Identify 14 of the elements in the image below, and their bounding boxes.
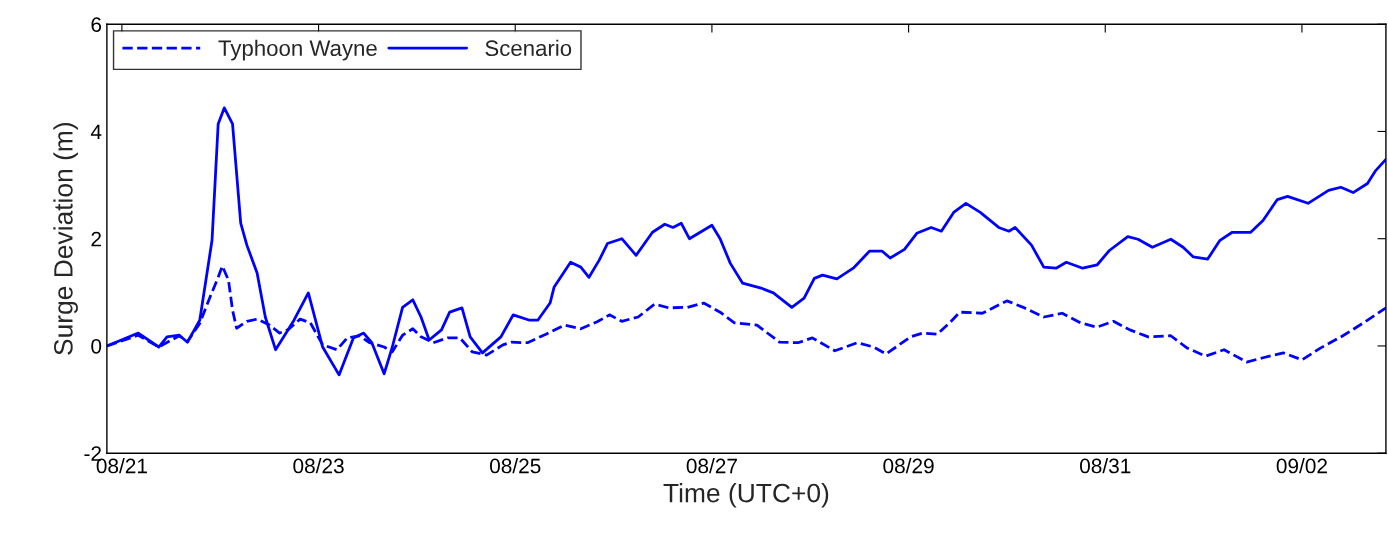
x-tick-label: 08/27 xyxy=(686,458,737,474)
y-axis-title: Surge Deviation (m) xyxy=(53,123,78,355)
legend-label: Typhoon Wayne xyxy=(218,39,377,61)
legend-label: Scenario xyxy=(485,39,572,57)
x-tick-label: 08/31 xyxy=(1080,458,1131,474)
y-tick-label: 4 xyxy=(90,124,102,139)
x-tick-label: 08/23 xyxy=(293,458,344,474)
x-tick-label: 08/25 xyxy=(489,458,541,474)
y-tick-label: 2 xyxy=(91,231,101,247)
x-axis-title: Time (UTC+0) xyxy=(663,483,829,508)
x-tick-label: 08/29 xyxy=(883,458,934,474)
y-tick-label: 0 xyxy=(91,338,102,354)
x-tick-label: 09/02 xyxy=(1276,458,1327,474)
y-tick-label: 6 xyxy=(91,17,102,32)
